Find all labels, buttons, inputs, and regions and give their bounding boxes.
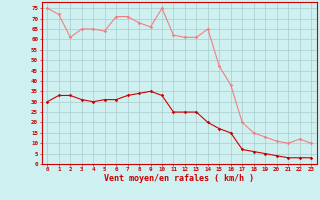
X-axis label: Vent moyen/en rafales ( km/h ): Vent moyen/en rafales ( km/h ) [104,174,254,183]
